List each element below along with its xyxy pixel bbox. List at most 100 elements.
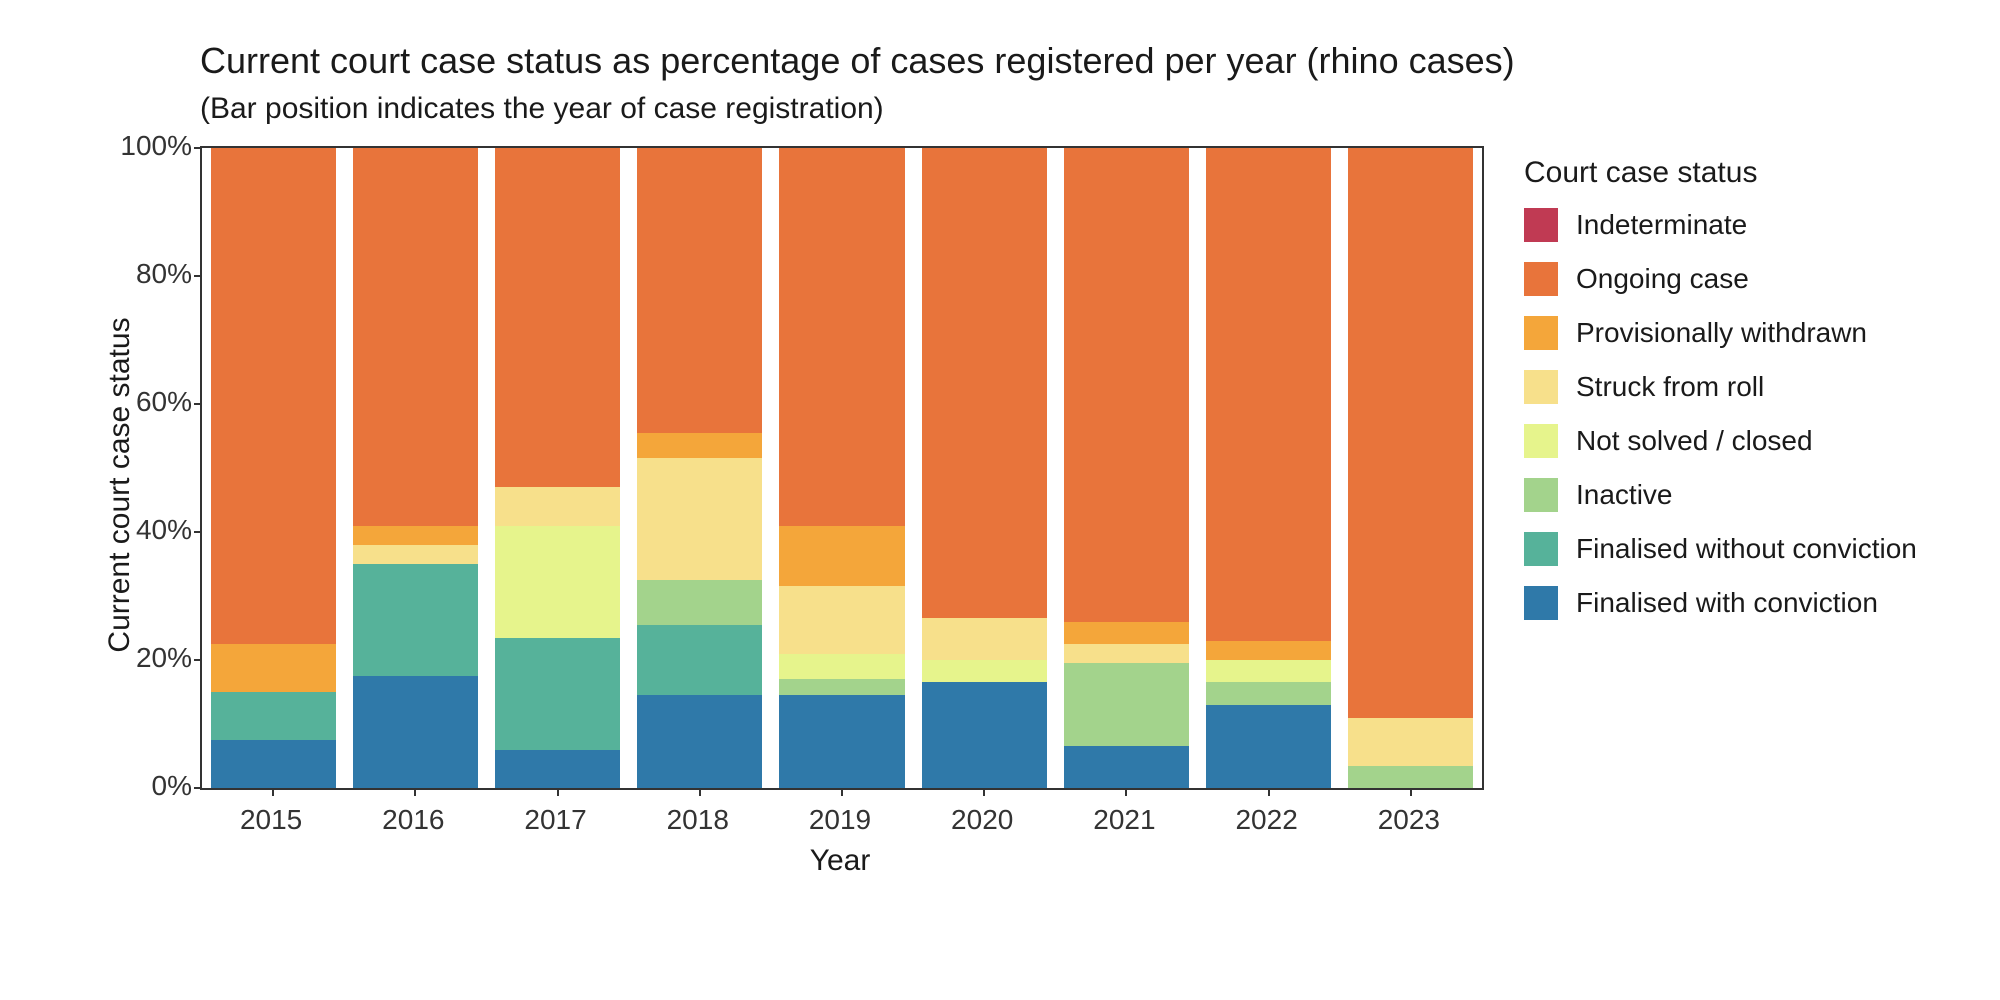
y-tick-mark	[194, 531, 202, 533]
x-tick-mark	[557, 788, 559, 796]
bar-segment	[637, 458, 762, 580]
chart-title: Current court case status as percentage …	[200, 40, 1960, 82]
y-tick-mark	[194, 403, 202, 405]
bar-segment	[779, 695, 904, 788]
bar-segment	[495, 750, 620, 788]
bar-segment	[779, 654, 904, 680]
bar-segment	[1064, 148, 1189, 622]
stacked-bar	[1064, 148, 1189, 788]
stacked-bar	[922, 148, 1047, 788]
legend-item: Struck from roll	[1524, 370, 1917, 404]
bar-slot	[1055, 148, 1197, 788]
legend-label: Not solved / closed	[1576, 425, 1813, 457]
legend-swatch	[1524, 424, 1558, 458]
legend-label: Struck from roll	[1576, 371, 1764, 403]
x-tick-label: 2015	[200, 790, 342, 836]
y-tick-mark	[194, 147, 202, 149]
bar-segment	[637, 625, 762, 695]
y-tick-mark	[194, 787, 202, 789]
x-tick-label: 2019	[769, 790, 911, 836]
legend-item: Inactive	[1524, 478, 1917, 512]
bar-segment	[353, 148, 478, 526]
x-tick-mark	[841, 788, 843, 796]
legend-item: Finalised with conviction	[1524, 586, 1917, 620]
x-tick-label: 2017	[484, 790, 626, 836]
bar-segment	[211, 148, 336, 644]
legend: Court case status Indeterminate Ongoing c…	[1524, 156, 1917, 790]
bar-segment	[637, 148, 762, 433]
legend-swatch	[1524, 262, 1558, 296]
legend-label: Provisionally withdrawn	[1576, 317, 1867, 349]
bar-segment	[495, 487, 620, 525]
bar-segment	[353, 526, 478, 545]
bar-segment	[1348, 148, 1473, 718]
y-tick-label: 80%	[136, 258, 192, 290]
x-tick-label: 2020	[911, 790, 1053, 836]
stacked-bar	[495, 148, 620, 788]
x-tick-mark	[699, 788, 701, 796]
bar-segment	[1064, 663, 1189, 746]
legend-item: Indeterminate	[1524, 208, 1917, 242]
x-tick-mark	[1268, 788, 1270, 796]
bar-segment	[922, 618, 1047, 660]
legend-swatch	[1524, 586, 1558, 620]
legend-item: Not solved / closed	[1524, 424, 1917, 458]
bar-segment	[1064, 746, 1189, 788]
x-tick-mark	[272, 788, 274, 796]
y-tick-label: 0%	[152, 770, 192, 802]
bar-segment	[1206, 641, 1331, 660]
bar-segment	[1206, 148, 1331, 641]
x-tick-mark	[1410, 788, 1412, 796]
stacked-bar	[1348, 148, 1473, 788]
bar-slot	[1198, 148, 1340, 788]
x-axis-label-wrap: Year	[200, 844, 1480, 878]
y-tick-mark	[194, 659, 202, 661]
bar-segment	[779, 586, 904, 653]
bar-segment	[637, 580, 762, 625]
legend-title: Court case status	[1524, 156, 1917, 190]
bar-slot	[344, 148, 486, 788]
bar-segment	[211, 692, 336, 740]
x-tick-label: 2018	[627, 790, 769, 836]
y-tick-label: 20%	[136, 642, 192, 674]
legend-item: Ongoing case	[1524, 262, 1917, 296]
bar-segment	[637, 433, 762, 459]
y-ticks-column: 0%20%40%60%80%100%	[100, 146, 200, 786]
x-tick-mark	[414, 788, 416, 796]
plot-area	[200, 146, 1484, 790]
y-tick-label: 100%	[120, 130, 192, 162]
legend-swatch	[1524, 532, 1558, 566]
bar-segment	[922, 660, 1047, 682]
bar-segment	[211, 644, 336, 692]
legend-swatch	[1524, 208, 1558, 242]
bar-slot	[629, 148, 771, 788]
bar-segment	[637, 695, 762, 788]
y-tick-mark	[194, 275, 202, 277]
bar-segment	[922, 682, 1047, 788]
bar-segment	[779, 148, 904, 526]
bar-segment	[495, 526, 620, 638]
stacked-bar	[779, 148, 904, 788]
bar-slot	[486, 148, 628, 788]
legend-swatch	[1524, 316, 1558, 350]
bar-segment	[1206, 682, 1331, 704]
legend-swatch	[1524, 370, 1558, 404]
legend-label: Finalised without conviction	[1576, 533, 1917, 565]
y-tick-label: 40%	[136, 514, 192, 546]
legend-swatch	[1524, 478, 1558, 512]
bar-segment	[1064, 622, 1189, 644]
bar-segment	[353, 676, 478, 788]
chart-container: Current court case status as percentage …	[0, 0, 2000, 1000]
legend-label: Finalised with conviction	[1576, 587, 1878, 619]
bar-segment	[353, 564, 478, 676]
stacked-bar	[211, 148, 336, 788]
x-tick-label: 2021	[1053, 790, 1195, 836]
bar-slot	[771, 148, 913, 788]
bar-segment	[1348, 718, 1473, 766]
bar-segment	[495, 148, 620, 487]
legend-label: Inactive	[1576, 479, 1673, 511]
bar-segment	[1348, 766, 1473, 788]
bar-slot	[1340, 148, 1482, 788]
bar-segment	[1064, 644, 1189, 663]
bar-segment	[353, 545, 478, 564]
